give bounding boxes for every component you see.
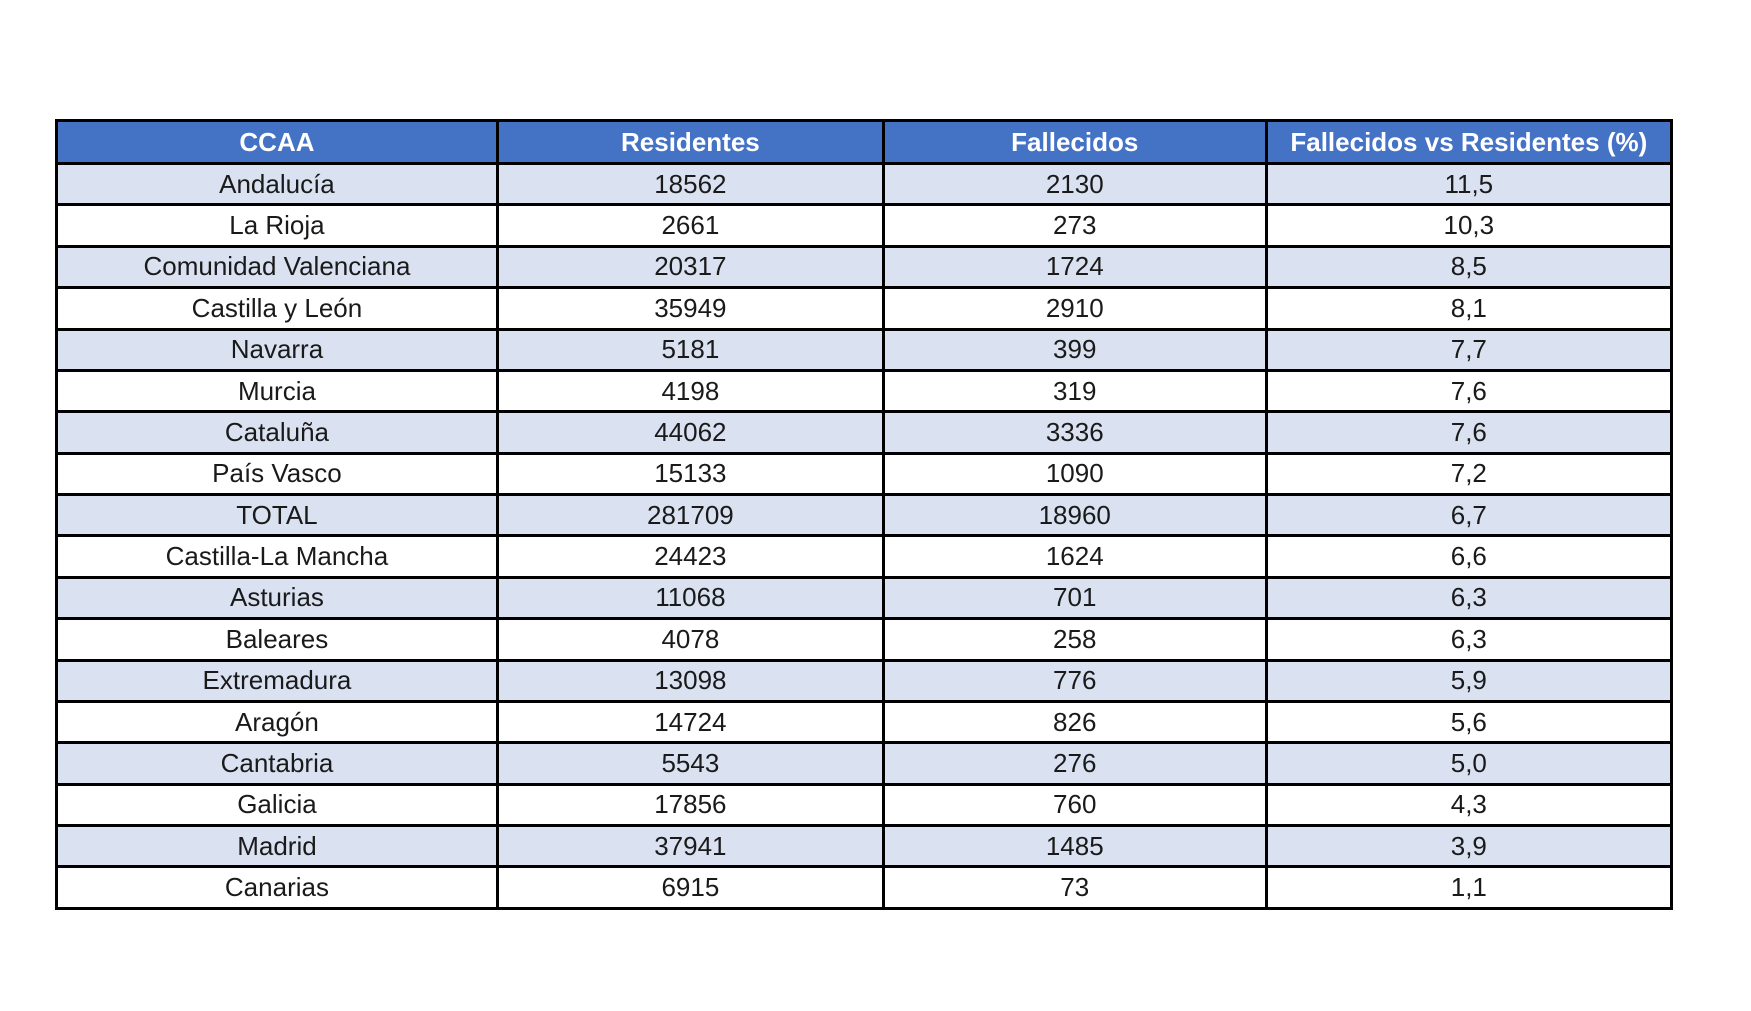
- region-cell: Galicia: [55, 782, 499, 828]
- fallecidos-cell: 3336: [881, 410, 1268, 455]
- region-cell: Castilla y León: [55, 286, 499, 331]
- residentes-cell: 4078: [495, 617, 885, 662]
- percentage-cell: 6,7: [1264, 492, 1674, 538]
- percentage-cell: 5,6: [1264, 699, 1674, 745]
- column-header-residentes: Residentes: [495, 119, 885, 165]
- percentage-cell: 7,7: [1264, 327, 1674, 372]
- table-row: Cataluña 44062 3336 7,6: [55, 410, 1674, 455]
- table-row: Aragón 14724 826 5,6: [55, 699, 1674, 745]
- fallecidos-cell: 826: [881, 699, 1268, 745]
- region-cell: Murcia: [55, 368, 499, 414]
- fallecidos-cell: 399: [881, 327, 1268, 372]
- percentage-cell: 5,9: [1264, 658, 1674, 703]
- residentes-cell: 281709: [495, 492, 885, 538]
- residentes-cell: 5181: [495, 327, 885, 372]
- region-cell: Navarra: [55, 327, 499, 372]
- fallecidos-cell: 701: [881, 575, 1268, 621]
- fallecidos-cell: 1485: [881, 823, 1268, 869]
- residentes-cell: 4198: [495, 368, 885, 414]
- table-row: La Rioja 2661 273 10,3: [55, 203, 1674, 248]
- table-row: Murcia 4198 319 7,6: [55, 368, 1674, 414]
- table-row: Comunidad Valenciana 20317 1724 8,5: [55, 244, 1674, 290]
- percentage-cell: 3,9: [1264, 823, 1674, 869]
- region-cell: Extremadura: [55, 658, 499, 703]
- residentes-cell: 35949: [495, 286, 885, 331]
- fallecidos-cell: 73: [881, 865, 1268, 910]
- fallecidos-cell: 1724: [881, 244, 1268, 290]
- residentes-cell: 13098: [495, 658, 885, 703]
- region-cell: Andalucía: [55, 161, 499, 207]
- percentage-cell: 7,6: [1264, 410, 1674, 455]
- header-row: CCAA Residentes Fallecidos Fallecidos vs…: [55, 119, 1674, 165]
- fallecidos-cell: 18960: [881, 492, 1268, 538]
- table-row: Navarra 5181 399 7,7: [55, 327, 1674, 372]
- region-cell: Aragón: [55, 699, 499, 745]
- residentes-cell: 5543: [495, 741, 885, 786]
- percentage-cell: 5,0: [1264, 741, 1674, 786]
- region-cell: Cataluña: [55, 410, 499, 455]
- fallecidos-cell: 776: [881, 658, 1268, 703]
- fallecidos-cell: 2130: [881, 161, 1268, 207]
- region-cell: Asturias: [55, 575, 499, 621]
- table-row: Castilla y León 35949 2910 8,1: [55, 286, 1674, 331]
- table-row: Madrid 37941 1485 3,9: [55, 823, 1674, 869]
- table-row: Castilla-La Mancha 24423 1624 6,6: [55, 534, 1674, 579]
- fallecidos-cell: 1090: [881, 451, 1268, 497]
- percentage-cell: 7,2: [1264, 451, 1674, 497]
- table-row: País Vasco 15133 1090 7,2: [55, 451, 1674, 497]
- table-row: Asturias 11068 701 6,3: [55, 575, 1674, 621]
- region-cell: País Vasco: [55, 451, 499, 497]
- residentes-cell: 44062: [495, 410, 885, 455]
- residentes-cell: 11068: [495, 575, 885, 621]
- fallecidos-cell: 1624: [881, 534, 1268, 579]
- fallecidos-cell: 2910: [881, 286, 1268, 331]
- residentes-cell: 20317: [495, 244, 885, 290]
- table-row: Canarias 6915 73 1,1: [55, 865, 1674, 910]
- region-cell: TOTAL: [55, 492, 499, 538]
- percentage-cell: 6,6: [1264, 534, 1674, 579]
- fallecidos-cell: 760: [881, 782, 1268, 828]
- fallecidos-cell: 258: [881, 617, 1268, 662]
- residentes-cell: 17856: [495, 782, 885, 828]
- fallecidos-cell: 319: [881, 368, 1268, 414]
- column-header-fallecidos: Fallecidos: [881, 119, 1268, 165]
- residentes-cell: 24423: [495, 534, 885, 579]
- residentes-cell: 2661: [495, 203, 885, 248]
- percentage-cell: 8,5: [1264, 244, 1674, 290]
- region-cell: Cantabria: [55, 741, 499, 786]
- table-row: TOTAL 281709 18960 6,7: [55, 492, 1674, 538]
- percentage-cell: 7,6: [1264, 368, 1674, 414]
- region-cell: Baleares: [55, 617, 499, 662]
- region-cell: Madrid: [55, 823, 499, 869]
- table-row: Extremadura 13098 776 5,9: [55, 658, 1674, 703]
- table-row: Cantabria 5543 276 5,0: [55, 741, 1674, 786]
- percentage-cell: 6,3: [1264, 617, 1674, 662]
- column-header-fallecidos-vs-residentes: Fallecidos vs Residentes (%): [1264, 119, 1674, 165]
- percentage-cell: 4,3: [1264, 782, 1674, 828]
- table-body: Andalucía 18562 2130 11,5 La Rioja 2661 273 10,…: [55, 161, 1674, 910]
- percentage-cell: 6,3: [1264, 575, 1674, 621]
- residentes-cell: 37941: [495, 823, 885, 869]
- residentes-cell: 18562: [495, 161, 885, 207]
- region-cell: Castilla-La Mancha: [55, 534, 499, 579]
- table-row: Andalucía 18562 2130 11,5: [55, 161, 1674, 207]
- percentage-cell: 11,5: [1264, 161, 1674, 207]
- percentage-cell: 1,1: [1264, 865, 1674, 910]
- table-row: Galicia 17856 760 4,3: [55, 782, 1674, 828]
- region-cell: Comunidad Valenciana: [55, 244, 499, 290]
- table-row: Baleares 4078 258 6,3: [55, 617, 1674, 662]
- percentage-cell: 10,3: [1264, 203, 1674, 248]
- column-header-ccaa: CCAA: [55, 119, 499, 165]
- ccaa-statistics-table: CCAA Residentes Fallecidos Fallecidos vs…: [55, 119, 1674, 910]
- residentes-cell: 6915: [495, 865, 885, 910]
- residentes-cell: 15133: [495, 451, 885, 497]
- fallecidos-cell: 276: [881, 741, 1268, 786]
- region-cell: Canarias: [55, 865, 499, 910]
- region-cell: La Rioja: [55, 203, 499, 248]
- percentage-cell: 8,1: [1264, 286, 1674, 331]
- fallecidos-cell: 273: [881, 203, 1268, 248]
- residentes-cell: 14724: [495, 699, 885, 745]
